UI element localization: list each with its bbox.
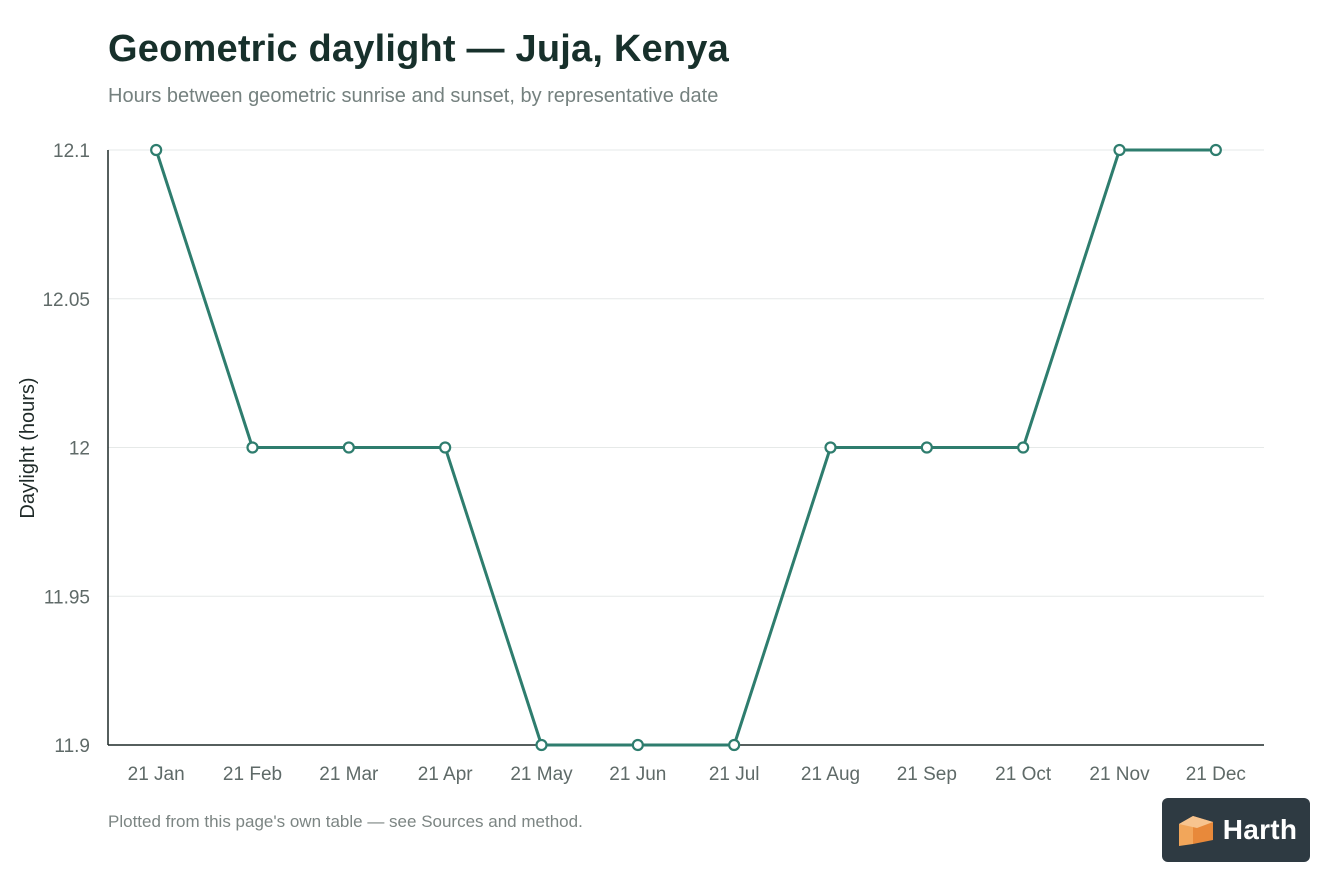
y-tick-labels: 11.9 11.95 12 12.05 12.1 <box>42 141 90 757</box>
series-line <box>154 148 1216 747</box>
x-tick-label: 21 Sep <box>897 764 957 785</box>
x-tick-label: 21 Nov <box>1089 764 1150 785</box>
x-tick-label: 21 Apr <box>418 764 474 785</box>
data-point[interactable] <box>150 143 163 157</box>
brand-badge[interactable]: Harth <box>1162 798 1310 862</box>
brand-name: Harth <box>1222 814 1298 845</box>
y-tick-label: 11.9 <box>54 736 90 757</box>
x-tick-label: 21 Mar <box>319 764 379 785</box>
data-point[interactable] <box>1017 441 1030 454</box>
y-axis-label: Daylight (hours) <box>17 377 39 518</box>
grid-lines <box>108 149 1264 597</box>
data-point[interactable] <box>342 441 355 454</box>
x-tick-label: 21 Jan <box>128 764 185 785</box>
y-tick-label: 12 <box>69 439 90 460</box>
footnote: Plotted from this page's own table — see… <box>108 812 583 831</box>
data-point[interactable] <box>631 738 644 752</box>
x-tick-label: 21 May <box>510 764 573 785</box>
series-daylight <box>150 143 1222 752</box>
chart-title: Geometric daylight — Juja, Kenya <box>108 28 729 70</box>
y-tick-label: 11.95 <box>44 587 90 608</box>
data-point[interactable] <box>728 738 741 752</box>
chart-subtitle: Hours between geometric sunrise and suns… <box>108 85 719 107</box>
x-tick-label: 21 Jun <box>609 764 666 785</box>
cube-logo-icon <box>1178 816 1213 846</box>
data-point[interactable] <box>1209 143 1222 157</box>
data-point[interactable] <box>1113 143 1126 157</box>
x-tick-label: 21 Oct <box>995 764 1052 785</box>
y-tick-label: 12.1 <box>53 141 90 162</box>
data-point[interactable] <box>535 738 548 752</box>
data-point[interactable] <box>920 441 933 454</box>
data-point[interactable] <box>439 441 452 454</box>
data-point[interactable] <box>246 441 259 454</box>
x-tick-label: 21 Dec <box>1186 764 1246 785</box>
x-tick-labels: 21 Jan 21 Feb 21 Mar 21 Apr 21 May 21 Jun 21 J… <box>128 764 1246 785</box>
x-tick-label: 21 Jul <box>709 764 760 785</box>
x-tick-label: 21 Aug <box>801 764 860 785</box>
data-point[interactable] <box>824 441 837 454</box>
x-tick-label: 21 Feb <box>223 764 282 785</box>
y-tick-label: 12.05 <box>42 290 90 311</box>
